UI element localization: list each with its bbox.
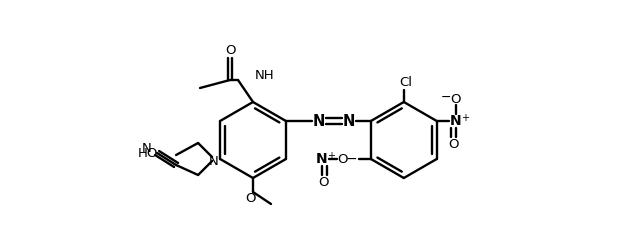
- Text: +: +: [461, 113, 468, 123]
- Text: −: −: [345, 152, 356, 166]
- Text: O: O: [451, 93, 461, 105]
- Text: −: −: [440, 90, 451, 104]
- Text: O: O: [319, 175, 329, 189]
- Text: N: N: [450, 114, 461, 128]
- Text: O: O: [449, 138, 459, 150]
- Text: Cl: Cl: [399, 76, 412, 88]
- Text: NH: NH: [255, 69, 275, 81]
- Text: O: O: [338, 153, 348, 165]
- Text: O: O: [244, 191, 255, 205]
- Text: HO: HO: [138, 147, 158, 159]
- Text: N: N: [313, 113, 325, 129]
- Text: N: N: [142, 141, 152, 155]
- Text: N: N: [316, 152, 328, 166]
- Text: N: N: [209, 155, 219, 167]
- Text: +: +: [327, 151, 335, 161]
- Text: N: N: [343, 113, 355, 129]
- Text: O: O: [225, 43, 236, 57]
